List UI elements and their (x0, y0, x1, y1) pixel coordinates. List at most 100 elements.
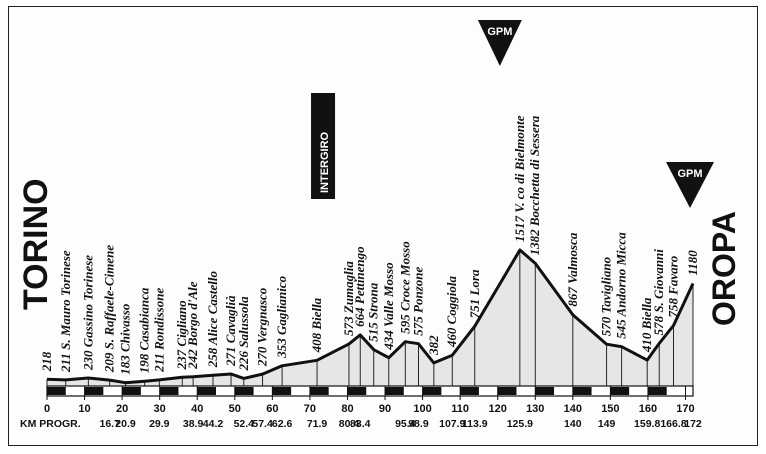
finish-city-label: OROPA (706, 211, 742, 326)
gpm-label: GPM (487, 26, 512, 38)
x-tick-label: 90 (379, 403, 391, 415)
waypoint-label: 353 Gaglianico (274, 275, 289, 358)
x-tick-label: 160 (639, 403, 657, 415)
waypoint-label: 751 Lora (467, 269, 482, 318)
km-progr-value: 83.4 (350, 418, 371, 430)
km-progr-value: 52.4 (234, 418, 255, 430)
waypoint-label: 230 Gassino Torinese (80, 255, 95, 371)
km-progr-value: 80.4 (339, 418, 360, 430)
km-progr-value: 107.9 (439, 418, 465, 430)
x-tick-label: 150 (601, 403, 619, 415)
profile-area (47, 250, 693, 386)
km-progr-value: 125.9 (507, 418, 533, 430)
km-progr-value: 57.4 (252, 418, 273, 430)
gpm-marker (477, 20, 522, 66)
waypoint-label: 226 Salussola (236, 296, 251, 372)
waypoint-label: 758 Favaro (665, 255, 680, 317)
distance-bar-segment (572, 387, 592, 395)
waypoint-label: 237 Cigliano (174, 300, 189, 370)
waypoint-label: 545 Andorno Micca (614, 232, 629, 339)
start-city-label: TORINO (17, 178, 55, 310)
distance-bar-segment (122, 387, 141, 395)
waypoint-label: 1382 Bocchetta di Sessera (527, 115, 542, 255)
x-tick-label: 0 (44, 403, 50, 415)
waypoint-label: 183 Chivasso (117, 303, 132, 375)
distance-bar-segment (159, 387, 179, 395)
x-tick-label: 110 (451, 403, 469, 415)
distance-bar-segment (47, 387, 66, 395)
km-progr-value: 98.9 (408, 418, 429, 430)
distance-bar (46, 385, 694, 397)
waypoint-label: 1180 (685, 250, 700, 276)
distance-bar-segment (647, 387, 667, 395)
waypoint-label: 270 Vergnasco (255, 287, 270, 367)
distance-bar-segment (535, 387, 555, 395)
km-progr-value: 62.6 (272, 418, 293, 430)
km-progr-value: 95.4 (395, 418, 416, 430)
distance-bar-segment (497, 387, 517, 395)
distance-bar-segment (272, 387, 292, 395)
km-progr-value: 149 (598, 418, 616, 430)
km-progr-label: KM PROGR. (20, 418, 81, 430)
km-progr-value: 20.9 (115, 418, 136, 430)
km-progr-value: 16.7 (100, 418, 121, 430)
waypoint-label: 515 Strona (366, 282, 381, 341)
x-tick-label: 20 (116, 403, 128, 415)
km-progr-value: 38.9 (183, 418, 204, 430)
km-progr-value: 113.9 (462, 418, 488, 430)
x-tick-label: 80 (341, 403, 353, 415)
waypoint-label: 434 Valle Mosso (381, 262, 396, 351)
distance-bar-segment (84, 387, 104, 395)
x-tick-label: 120 (489, 403, 507, 415)
distance-bar-segment (385, 387, 404, 395)
x-tick-label: 140 (564, 403, 582, 415)
waypoint-label: 410 Biella (639, 297, 654, 353)
waypoint-label: 1517 V. co di Bielmonte (512, 115, 527, 242)
intergiro-box (311, 93, 336, 199)
km-progr-value: 172 (684, 418, 702, 430)
waypoint-label: 408 Biella (309, 297, 324, 353)
distance-bar-segment (309, 387, 329, 395)
x-tick-label: 60 (266, 403, 278, 415)
waypoint-label: 211 Rondissone (151, 288, 166, 373)
x-tick-label: 30 (154, 403, 166, 415)
km-progr-value: 29.9 (149, 418, 170, 430)
x-tick-label: 10 (78, 403, 90, 415)
waypoint-label: 218 (39, 351, 54, 372)
waypoint-label: 198 Casabianca (137, 287, 152, 373)
waypoint-label: 211 S. Mauro Torinese (58, 250, 73, 373)
distance-bar-segment (234, 387, 254, 395)
waypoint-label: 242 Borgo d'Ale (185, 281, 200, 370)
gpm-marker (666, 162, 714, 208)
waypoint-label: 209 S. Raffaele-Cimene (102, 245, 117, 373)
waypoint-label: 258 Alice Castello (205, 270, 220, 368)
km-progr-value: 140 (564, 418, 582, 430)
distance-bar-segment (460, 387, 479, 395)
gpm-label: GPM (677, 168, 702, 180)
waypoint-label: 867 Valmosca (565, 232, 580, 307)
waypoint-label: 578 S. Giovanni (651, 249, 666, 336)
waypoint-label: 271 Cavaglià (223, 295, 238, 367)
x-tick-label: 40 (191, 403, 203, 415)
distance-bar-segment (347, 387, 367, 395)
intergiro-label: INTERGIRO (319, 131, 331, 193)
km-progr-value: 44.2 (203, 418, 224, 430)
distance-bar-segment (422, 387, 442, 395)
distance-bar-segment (610, 387, 630, 395)
distance-bar-segment (197, 387, 217, 395)
waypoint-label: 460 Coggiola (444, 276, 459, 349)
waypoint-label: 382 (426, 335, 441, 356)
waypoint-label: 570 Tavigliano (599, 256, 614, 336)
waypoint-label: 573 Zumaglia (341, 261, 356, 336)
waypoint-label: 575 Ponzone (410, 267, 425, 336)
waypoint-label: 664 Pettinengo (352, 246, 367, 327)
waypoint-label: 595 Croce Mosso (397, 241, 412, 334)
x-tick-label: 170 (676, 403, 694, 415)
x-tick-label: 130 (526, 403, 544, 415)
km-progr-value: 71.9 (307, 418, 328, 430)
km-progr-value: 159.8 (634, 418, 660, 430)
x-tick-label: 70 (304, 403, 316, 415)
km-progr-value: 166.8 (660, 418, 686, 430)
x-tick-label: 50 (229, 403, 241, 415)
